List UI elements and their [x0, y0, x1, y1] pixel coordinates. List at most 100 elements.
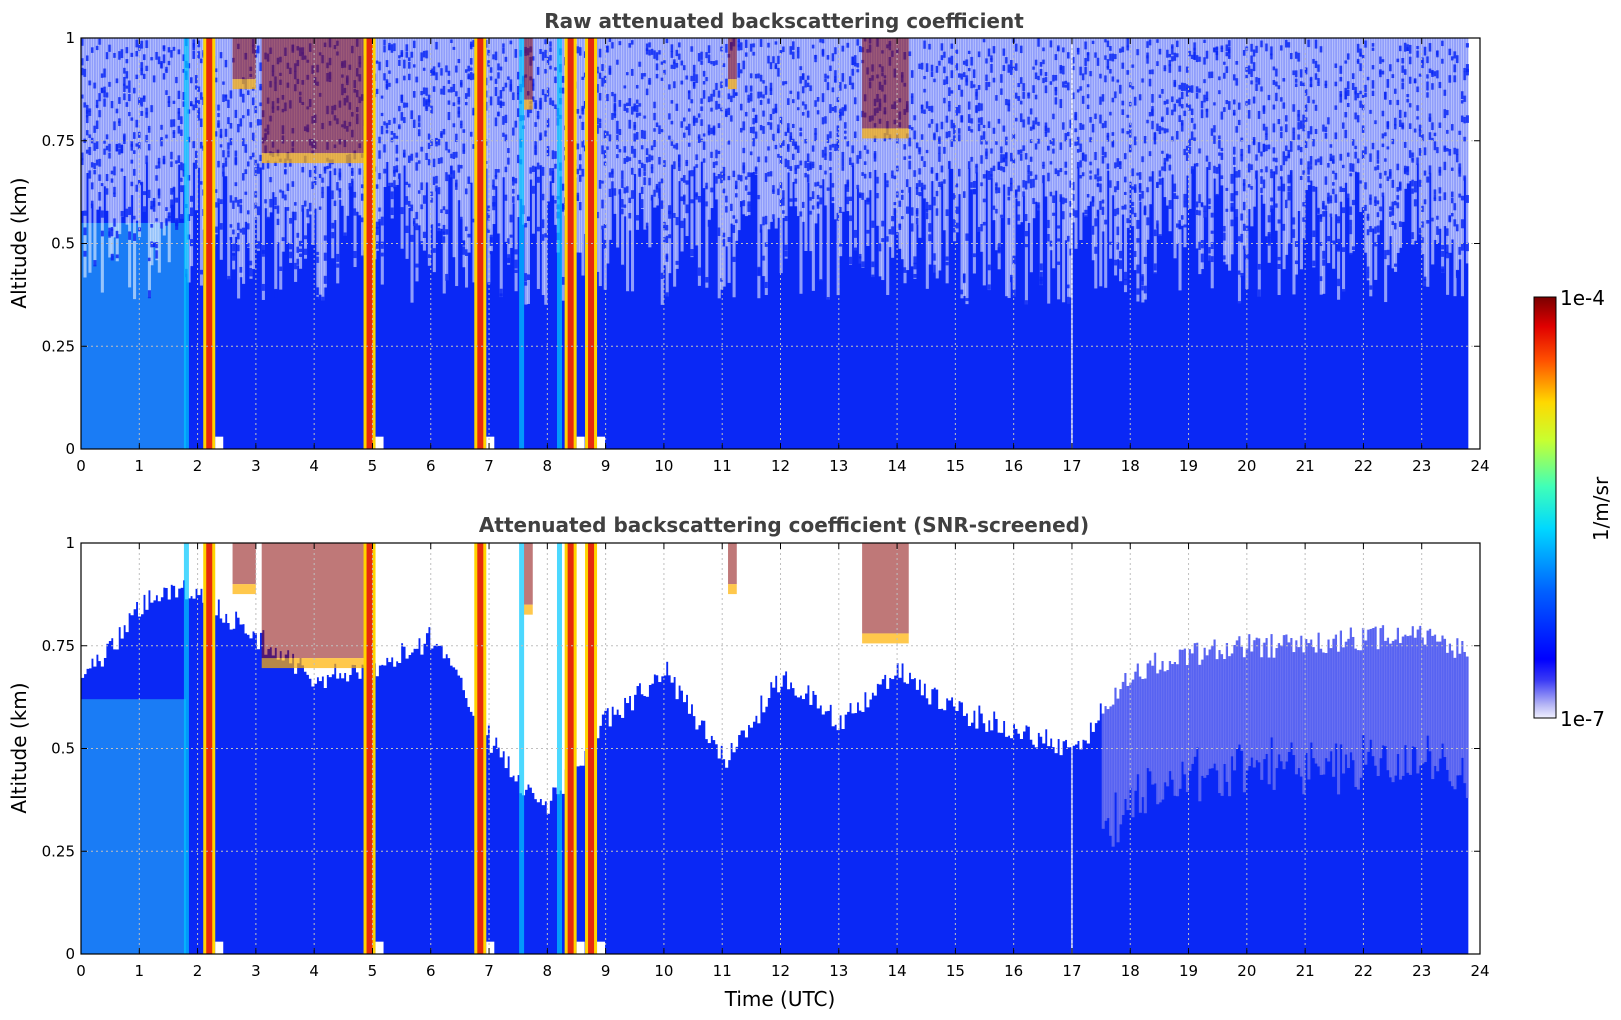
- noise-speckle: [1299, 120, 1303, 129]
- noise-speckle: [128, 80, 132, 89]
- noise-speckle: [578, 154, 583, 161]
- noise-speckle: [1012, 158, 1016, 164]
- noise-speckle: [177, 108, 181, 114]
- sparse-region: [645, 543, 649, 697]
- sparse-region: [1255, 543, 1259, 638]
- noise-speckle: [826, 134, 830, 143]
- noise-speckle: [1106, 66, 1110, 70]
- sparse-region: [1398, 543, 1403, 644]
- noise-speckle: [858, 253, 862, 259]
- noise-speckle: [489, 234, 493, 242]
- noise-speckle: [494, 78, 498, 84]
- x-tick-label: 21: [1296, 457, 1315, 475]
- noise-speckle: [1168, 200, 1172, 209]
- sparse-region: [1210, 38, 1214, 289]
- noise-speckle: [1401, 78, 1405, 82]
- noise-speckle: [331, 232, 335, 239]
- noise-speckle: [1069, 248, 1073, 256]
- noise-speckle: [1178, 224, 1182, 230]
- noise-speckle: [1272, 104, 1276, 110]
- noise-speckle: [1294, 241, 1299, 247]
- noise-speckle: [655, 73, 659, 79]
- sparse-region: [214, 543, 218, 616]
- noise-speckle: [816, 194, 820, 200]
- sparse-region: [410, 38, 414, 303]
- noise-speckle: [1361, 94, 1365, 98]
- noise-speckle: [1173, 79, 1177, 86]
- noise-speckle: [673, 144, 677, 149]
- noise-speckle: [1255, 154, 1259, 161]
- noise-speckle: [581, 107, 585, 111]
- noise-speckle: [118, 51, 122, 60]
- sparse-region: [492, 543, 496, 746]
- noise-speckle: [1116, 181, 1120, 190]
- noise-speckle: [194, 160, 199, 169]
- noise-speckle: [655, 52, 659, 61]
- noise-speckle: [1406, 44, 1410, 51]
- noise-speckle: [836, 212, 840, 221]
- sparse-region: [1116, 38, 1120, 260]
- noise-speckle: [137, 179, 142, 185]
- noise-speckle: [1292, 70, 1296, 76]
- noise-speckle: [1002, 157, 1006, 162]
- noise-speckle: [901, 216, 905, 220]
- noise-speckle: [1294, 51, 1299, 59]
- noise-speckle: [1272, 80, 1276, 85]
- sparse-region: [737, 38, 741, 231]
- low-signal-patch: [1381, 625, 1385, 746]
- sparse-region: [831, 38, 835, 204]
- sparse-region: [1416, 543, 1420, 630]
- noise-speckle: [1374, 200, 1378, 207]
- sparse-region: [814, 543, 818, 695]
- noise-speckle: [1384, 170, 1388, 176]
- noise-speckle: [928, 123, 932, 128]
- noise-speckle: [1275, 203, 1279, 208]
- noise-speckle: [1183, 83, 1187, 91]
- noise-speckle: [896, 165, 900, 172]
- sparse-region: [536, 543, 540, 803]
- noise-speckle: [816, 97, 820, 102]
- noise-speckle: [1381, 70, 1385, 75]
- sparse-region: [1126, 543, 1130, 686]
- sparse-region: [83, 38, 87, 278]
- sparse-region: [705, 38, 709, 288]
- noise-speckle: [660, 200, 664, 209]
- sparse-region: [408, 38, 412, 208]
- noise-speckle: [1163, 162, 1167, 172]
- noise-speckle: [529, 167, 533, 174]
- noise-speckle: [536, 66, 540, 75]
- sparse-region: [1329, 38, 1333, 217]
- noise-speckle: [514, 49, 518, 58]
- noise-speckle: [948, 57, 952, 64]
- noise-speckle: [737, 174, 741, 181]
- noise-speckle: [1418, 148, 1422, 156]
- sparse-region: [1332, 543, 1336, 639]
- noise-speckle: [1032, 198, 1036, 205]
- noise-speckle: [1416, 45, 1420, 50]
- x-tick-label: 12: [771, 962, 790, 980]
- sparse-region: [1446, 543, 1450, 653]
- noise-speckle: [1153, 229, 1157, 237]
- noise-speckle: [1262, 179, 1266, 189]
- noise-speckle: [1371, 80, 1375, 89]
- sparse-region: [554, 543, 558, 788]
- noise-speckle: [1438, 166, 1442, 173]
- noise-speckle: [1176, 53, 1180, 58]
- noise-speckle: [848, 215, 853, 222]
- noise-speckle: [997, 187, 1001, 194]
- noise-speckle: [928, 204, 932, 211]
- noise-speckle: [943, 146, 947, 154]
- noise-speckle: [1037, 38, 1041, 47]
- sparse-region: [697, 543, 701, 726]
- noise-speckle: [1076, 47, 1080, 55]
- sparse-region: [1138, 543, 1142, 677]
- noise-speckle: [853, 97, 858, 105]
- noise-speckle: [1292, 104, 1296, 112]
- sparse-region: [1441, 543, 1445, 636]
- noise-speckle: [192, 51, 196, 59]
- sparse-region: [1411, 38, 1415, 245]
- noise-speckle: [925, 63, 929, 72]
- noise-speckle: [695, 117, 699, 123]
- noise-speckle: [970, 182, 974, 188]
- noise-speckle: [1044, 85, 1048, 94]
